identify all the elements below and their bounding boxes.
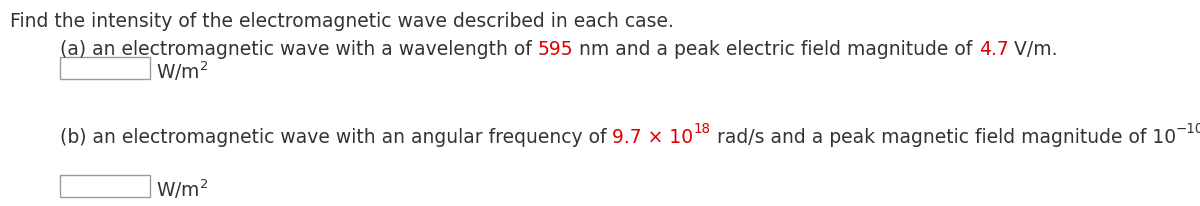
Text: Find the intensity of the electromagnetic wave described in each case.: Find the intensity of the electromagneti… — [10, 12, 674, 31]
Bar — [60, 58, 150, 80]
Text: V/m.: V/m. — [1008, 40, 1058, 59]
Text: rad/s and a peak magnetic field magnitude of 10: rad/s and a peak magnetic field magnitud… — [710, 127, 1176, 146]
Text: nm and a peak electric field magnitude of: nm and a peak electric field magnitude o… — [574, 40, 979, 59]
Text: (a) an electromagnetic wave with a wavelength of: (a) an electromagnetic wave with a wavel… — [60, 40, 538, 59]
Text: W/m$^2$: W/m$^2$ — [156, 177, 209, 200]
Text: 18: 18 — [694, 121, 710, 135]
Text: 4.7: 4.7 — [979, 40, 1008, 59]
Text: 9.7 × 10: 9.7 × 10 — [612, 127, 694, 146]
Bar — [60, 175, 150, 197]
Text: W/m$^2$: W/m$^2$ — [156, 60, 209, 83]
Text: (b) an electromagnetic wave with an angular frequency of: (b) an electromagnetic wave with an angu… — [60, 127, 612, 146]
Text: 595: 595 — [538, 40, 574, 59]
Text: −10: −10 — [1176, 121, 1200, 135]
